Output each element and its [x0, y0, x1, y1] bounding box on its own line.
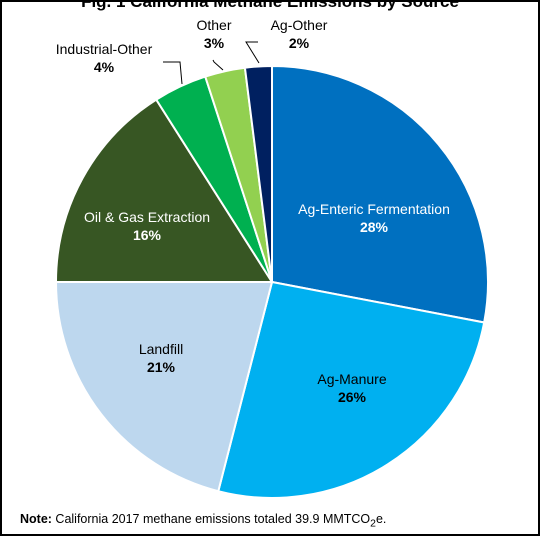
slice-value-oil-gas-extraction: 16%: [133, 227, 162, 243]
chart-note: Note: California 2017 methane emissions …: [20, 512, 386, 530]
slice-value-ag-enteric-fermentation: 28%: [360, 219, 389, 235]
chart-title: Fig. 1 California Methane Emissions by S…: [81, 0, 459, 11]
slice-label-oil-gas-extraction: Oil & Gas Extraction: [84, 209, 210, 225]
slice-label-landfill: Landfill: [139, 341, 183, 357]
note-text-end: e.: [375, 512, 387, 526]
note-text: California 2017 methane emissions totale…: [51, 512, 371, 526]
slice-value-industrial-other: 4%: [94, 59, 115, 75]
pie-slice-ag-enteric-fermentation: [271, 64, 489, 324]
slice-value-ag-other: 2%: [289, 35, 310, 51]
slice-value-ag-manure: 26%: [338, 389, 367, 405]
slice-label-ag-other: Ag-Other: [271, 17, 328, 33]
pie-slice-oil-gas-extraction: [54, 98, 274, 283]
leader-line-other: [212, 59, 224, 71]
leader-line-ag-other: [245, 41, 260, 64]
note-subscript: 2: [370, 518, 376, 530]
note-label: Note:: [20, 512, 52, 526]
pie-chart: Ag-Enteric Fermentation 28% Ag-Manure 26% La…: [54, 17, 489, 499]
slice-label-other: Other: [196, 17, 231, 33]
pie-slice-ag-manure: [217, 280, 486, 499]
pie-slice-ag-other: [243, 64, 273, 283]
slice-value-landfill: 21%: [147, 359, 176, 375]
leader-line-industrial-other: [163, 61, 183, 85]
slice-value-other: 3%: [204, 35, 225, 51]
slice-label-ag-enteric-fermentation: Ag-Enteric Fermentation: [298, 201, 450, 217]
slice-label-industrial-other: Industrial-Other: [56, 41, 153, 57]
slice-label-ag-manure: Ag-Manure: [317, 371, 386, 387]
pie-slice-landfill: [54, 281, 274, 493]
